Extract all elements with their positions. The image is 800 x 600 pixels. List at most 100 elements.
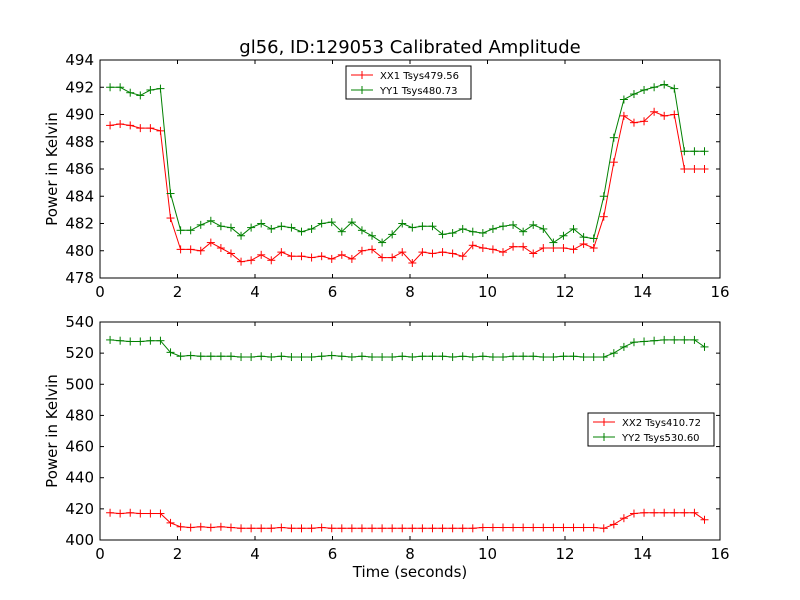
data-point: [670, 84, 679, 93]
data-point: [136, 91, 145, 100]
x-tick-label: 8: [405, 545, 415, 563]
data-point: [509, 352, 518, 361]
data-point: [680, 165, 689, 173]
data-point: [579, 523, 588, 532]
data-point: [247, 256, 256, 265]
data-point: [247, 223, 256, 232]
data-point: [337, 352, 346, 361]
data-point: [398, 248, 407, 257]
data-point: [257, 352, 266, 361]
data-point: [317, 352, 326, 361]
data-point: [337, 524, 346, 533]
data-point: [116, 120, 125, 129]
data-point: [529, 352, 538, 361]
data-point: [347, 218, 356, 227]
x-tick-label: 4: [250, 283, 260, 301]
y-tick-label: 480: [65, 406, 94, 424]
legend-item: XX1 Tsys479.56: [351, 71, 459, 82]
data-point: [237, 257, 246, 266]
x-tick-label: 12: [555, 283, 574, 301]
data-point: [297, 252, 306, 261]
data-point: [176, 522, 185, 531]
data-point: [509, 220, 518, 229]
legend-item: YY2 Tsys530.60: [593, 433, 700, 444]
data-point: [660, 80, 669, 89]
data-point: [609, 158, 618, 167]
data-point: [499, 248, 507, 257]
data-point: [408, 223, 417, 232]
data-point: [458, 252, 467, 261]
data-point: [327, 218, 336, 227]
data-point: [226, 523, 235, 532]
data-point: [156, 126, 165, 135]
data-point: [388, 524, 397, 533]
data-point: [378, 524, 387, 533]
data-point: [619, 95, 628, 104]
data-point: [499, 222, 507, 231]
data-point: [216, 222, 225, 231]
data-point: [529, 220, 538, 229]
data-point: [589, 234, 598, 243]
x-tick-label: 10: [478, 545, 497, 563]
y-tick-label: 480: [65, 242, 94, 260]
data-point: [106, 335, 115, 344]
x-tick-label: 16: [710, 545, 729, 563]
data-point: [126, 121, 135, 130]
data-point: [146, 509, 155, 518]
data-point: [488, 353, 497, 362]
data-point: [569, 245, 578, 254]
data-point: [690, 147, 699, 156]
data-point: [680, 335, 689, 344]
data-point: [559, 523, 568, 532]
legend: XX1 Tsys479.56 YY1 Tsys480.73: [345, 65, 472, 100]
legend-item: XX2 Tsys410.72: [593, 418, 701, 429]
data-point: [428, 222, 437, 231]
x-tick-label: 8: [405, 283, 415, 301]
x-tick-label: 2: [173, 283, 183, 301]
data-point: [529, 249, 538, 258]
data-point: [106, 83, 115, 92]
data-point: [186, 226, 195, 235]
data-point: [599, 192, 608, 201]
data-point: [368, 524, 377, 533]
data-point: [287, 353, 296, 362]
data-point: [478, 523, 487, 532]
data-point: [146, 124, 155, 133]
data-point: [488, 224, 497, 233]
data-point: [700, 515, 709, 524]
data-point: [629, 338, 638, 347]
data-point: [499, 353, 507, 362]
chart-1: 0 2 4 6 8 10 12 14 16 478 480 482 484 486 488 490 492 494…: [43, 37, 730, 301]
data-point: [579, 353, 588, 362]
data-point: [700, 147, 709, 156]
x-tick-label: 4: [250, 545, 260, 563]
x-tick-label: 0: [95, 545, 105, 563]
data-point: [448, 353, 457, 362]
data-point: [337, 250, 346, 259]
data-point: [690, 165, 699, 173]
data-point: [126, 88, 135, 97]
data-point: [589, 353, 598, 362]
x-tick-label: 6: [328, 283, 338, 301]
data-point: [136, 124, 145, 133]
data-point: [206, 238, 215, 247]
y-tick-label: 460: [65, 438, 94, 456]
data-point: [307, 353, 316, 362]
data-point: [438, 230, 447, 239]
data-point: [599, 353, 608, 362]
x-tick-label: 16: [710, 283, 729, 301]
data-point: [478, 229, 487, 238]
data-point: [368, 231, 377, 240]
data-point: [398, 524, 407, 533]
data-point: [106, 121, 115, 130]
data-point: [327, 524, 336, 533]
data-point: [317, 219, 326, 228]
data-point: [196, 220, 205, 229]
data-point: [448, 524, 457, 533]
data-point: [670, 110, 679, 119]
data-point: [317, 252, 326, 261]
data-point: [277, 248, 286, 257]
data-point: [166, 189, 175, 198]
data-point: [650, 336, 659, 345]
